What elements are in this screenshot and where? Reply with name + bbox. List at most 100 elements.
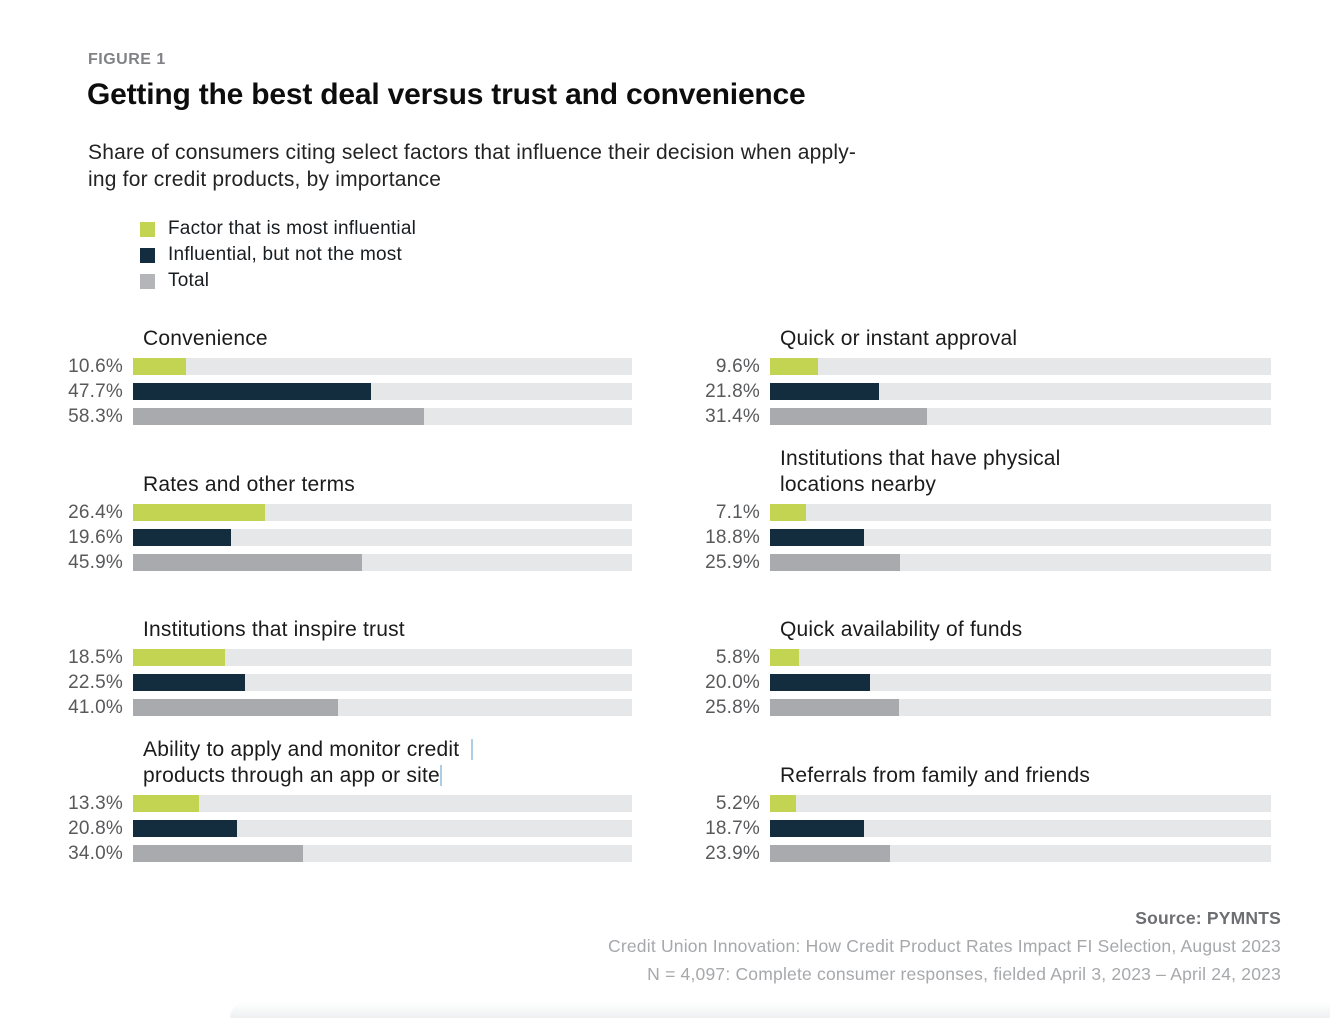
bar-value-label: 18.5% [68,647,123,668]
bar-total [133,699,338,716]
bar-track [133,820,632,837]
bar-track [770,795,1271,812]
bar-row: 5.8% [647,647,1271,668]
bar-value-label: 25.9% [705,552,760,573]
bar-value-label: 58.3% [68,406,123,427]
legend-item-most-influential: Factor that is most influential [140,216,416,242]
chart-group-rates-and-other-terms: Rates and other terms 26.4% 19.6% 45.9% [10,473,632,579]
bar-influential [133,529,231,546]
bar-value-label: 21.8% [705,381,760,402]
bar-row: 31.4% [647,407,1271,426]
bar-track [770,649,1271,666]
bar-value-label: 18.7% [705,818,760,839]
bar-row: 7.1% [647,502,1271,523]
bar-row: 18.8% [647,527,1271,548]
group-title-text: products through an app or site [143,764,440,787]
bar-track [133,674,632,691]
bar-total [770,845,890,862]
source-attribution: Source: PYMNTS [1135,908,1281,928]
group-title-text: Quick or instant approval [780,327,1018,350]
legend-item-total: Total [140,268,416,294]
bar-track [133,699,632,716]
bar-track [770,504,1271,521]
bar-track [770,554,1271,571]
bar-most-influential [133,795,200,812]
bar-value-label: 5.8% [715,647,760,668]
subtitle-line-2: ing for credit products, by importance [88,168,442,191]
chart-group-physical-locations-nearby: Institutions that have physical location… [647,447,1271,579]
group-title: Ability to apply and monitor credit prod… [143,737,474,789]
bar-row: 20.8% [10,819,632,838]
chart-group-quick-availability-of-funds: Quick availability of funds 5.8% 20.0% 2… [647,618,1271,724]
chart-group-referrals-family-friends: Referrals from family and friends 5.2% 1… [647,764,1271,870]
group-title-text: Institutions that have physical [780,447,1061,470]
bar-row: 58.3% [10,406,632,427]
bar-value-label: 10.6% [68,356,123,377]
bar-value-label: 34.0% [68,843,123,864]
subtitle-line-1: Share of consumers citing select factors… [88,141,857,164]
group-title-text: Ability to apply and monitor credit [143,738,460,761]
legend-label: Total [168,270,210,291]
bar-total [133,554,363,571]
group-title-text: locations nearby [780,473,937,496]
bar-row: 18.7% [647,818,1271,839]
bar-value-label: 45.9% [68,552,123,573]
bar-value-label: 18.8% [705,527,760,548]
legend-label: Influential, but not the most [168,244,402,265]
group-title-text: Quick availability of funds [780,618,1023,641]
bar-total [133,408,424,425]
bar-influential [133,820,237,837]
bar-value-label: 19.6% [68,527,123,548]
bar-most-influential [770,795,797,812]
bar-row: 47.7% [10,381,632,402]
bar-row: 19.6% [10,527,632,548]
bar-most-influential [133,358,186,375]
bar-value-label: 20.0% [705,672,760,693]
chart-group-ability-to-apply-via-app: Ability to apply and monitor credit prod… [10,738,632,870]
bar-track [133,358,632,375]
page-title: Getting the best deal versus trust and c… [87,78,806,111]
text-cursor-artifact [471,739,474,760]
bar-track [133,383,632,400]
bar-value-label: 26.4% [68,502,123,523]
bar-row: 25.9% [647,552,1271,573]
bar-row: 34.0% [10,843,632,864]
bar-row: 41.0% [10,698,632,717]
group-title: Quick availability of funds [780,617,1022,643]
bar-track [133,795,632,812]
bar-track [133,408,632,425]
bar-value-label: 47.7% [68,381,123,402]
bar-most-influential [133,504,265,521]
bar-influential [770,529,865,546]
bar-row: 21.8% [647,381,1271,402]
bar-most-influential [770,504,806,521]
bar-track [770,699,1271,716]
bar-row: 23.9% [647,843,1271,864]
figure-subtitle: Share of consumers citing select factors… [88,139,856,193]
bar-most-influential [133,649,226,666]
bar-value-label: 25.8% [705,697,760,718]
chart-group-institutions-that-inspire-trust: Institutions that inspire trust 18.5% 22… [10,618,632,724]
bar-row: 9.6% [647,357,1271,376]
bar-track [770,529,1271,546]
legend-swatch-gray [140,273,155,289]
chart-group-convenience: Convenience 10.6% 47.7% 58.3% [10,327,632,433]
group-title: Institutions that have physical location… [780,446,1061,498]
report-title-line: Credit Union Innovation: How Credit Prod… [608,936,1281,956]
bar-track [770,408,1271,425]
bar-value-label: 7.1% [715,502,760,523]
bar-row: 13.3% [10,793,632,814]
legend: Factor that is most influential Influent… [140,216,416,294]
bar-track [770,383,1271,400]
bar-track [133,845,632,862]
bar-row: 25.8% [647,697,1271,718]
chart-group-quick-or-instant-approval: Quick or instant approval 9.6% 21.8% 31.… [647,327,1271,433]
bar-row: 20.0% [647,672,1271,693]
bar-value-label: 13.3% [68,793,123,814]
bar-most-influential [770,649,800,666]
bar-row: 10.6% [10,356,632,377]
bar-value-label: 23.9% [705,843,760,864]
group-title: Rates and other terms [143,472,355,498]
bar-value-label: 5.2% [715,793,760,814]
